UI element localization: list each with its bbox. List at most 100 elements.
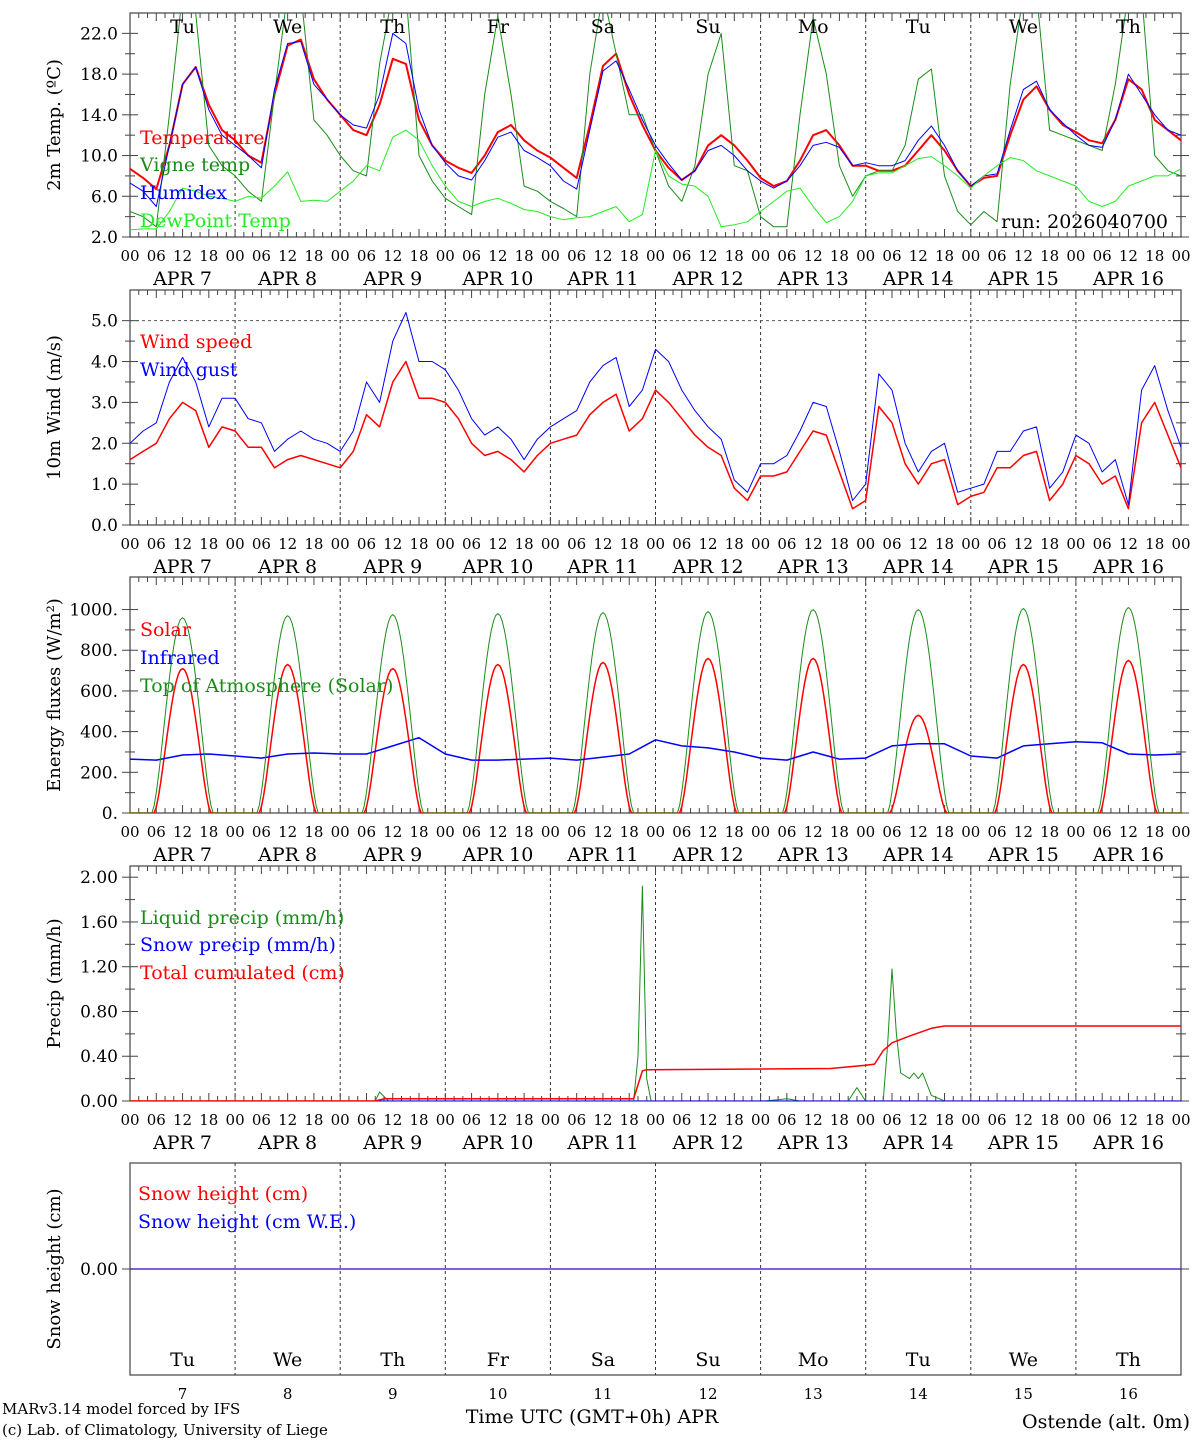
hour-tick-label: 18 <box>1040 823 1059 841</box>
hour-tick-label: 18 <box>830 535 849 553</box>
hour-tick-label: 12 <box>173 1111 192 1129</box>
hour-tick-label: 00 <box>541 535 560 553</box>
date-label: APR 13 <box>777 1132 849 1154</box>
y-tick-label: 22.0 <box>80 24 118 44</box>
hour-tick-label: 00 <box>961 535 980 553</box>
day-number: 11 <box>593 1385 612 1403</box>
weekday-label: Mo <box>798 1349 829 1371</box>
hour-tick-label: 18 <box>725 823 744 841</box>
legend-entry: Humidex <box>140 182 227 204</box>
series-line-infrared <box>130 736 1181 761</box>
date-label: APR 16 <box>1092 844 1164 866</box>
date-label: APR 9 <box>362 1132 422 1154</box>
x-axis-title: Time UTC (GMT+0h) APR <box>466 1406 719 1428</box>
date-label: APR 12 <box>672 1132 744 1154</box>
hour-tick-label: 06 <box>882 247 901 265</box>
weekday-label: We <box>1009 16 1038 38</box>
series-line-dewpoint-temp <box>130 129 1181 231</box>
hour-tick-label: 18 <box>935 823 954 841</box>
y-axis-title: Precip (mm/h) <box>44 918 65 1048</box>
y-tick-label: 1.60 <box>80 913 118 933</box>
weekday-label: Th <box>380 1349 405 1371</box>
weekday-label: Fr <box>487 1349 510 1371</box>
hour-tick-label: 12 <box>173 823 192 841</box>
hour-tick-label: 18 <box>725 247 744 265</box>
hour-tick-label: 18 <box>1145 823 1164 841</box>
hour-tick-label: 00 <box>751 535 770 553</box>
hour-tick-label: 12 <box>804 823 823 841</box>
hour-tick-label: 06 <box>988 535 1007 553</box>
hour-tick-label: 06 <box>357 247 376 265</box>
hour-tick-label: 18 <box>409 247 428 265</box>
weekday-label: We <box>273 16 302 38</box>
legend-entry: Infrared <box>140 647 220 669</box>
hour-tick-label: 00 <box>646 247 665 265</box>
hour-tick-label: 06 <box>1093 535 1112 553</box>
day-number: 10 <box>488 1385 507 1403</box>
hour-tick-label: 00 <box>120 535 139 553</box>
legend-entry: Snow height (cm) <box>138 1183 308 1205</box>
weekday-label: Tu <box>906 16 931 38</box>
hour-tick-label: 00 <box>226 535 245 553</box>
hour-tick-label: 00 <box>120 1111 139 1129</box>
hour-tick-label: 00 <box>961 247 980 265</box>
hour-tick-label: 00 <box>646 535 665 553</box>
hour-tick-label: 00 <box>1066 1111 1085 1129</box>
hour-tick-label: 12 <box>383 823 402 841</box>
hour-tick-label: 00 <box>1171 535 1190 553</box>
y-tick-label: 6.0 <box>91 187 118 207</box>
y-tick-label: 3.0 <box>91 393 118 413</box>
weekday-label: Mo <box>798 16 829 38</box>
hour-tick-label: 18 <box>515 247 534 265</box>
series-line-humidex <box>130 32 1181 207</box>
hour-tick-label: 18 <box>304 247 323 265</box>
hour-tick-label: 06 <box>252 823 271 841</box>
hour-tick-label: 00 <box>751 247 770 265</box>
date-label: APR 12 <box>672 556 744 578</box>
hour-tick-label: 00 <box>1066 535 1085 553</box>
hour-tick-label: 00 <box>436 247 455 265</box>
hour-tick-label: 12 <box>173 535 192 553</box>
legend-entry: Vigne temp <box>139 154 250 176</box>
hour-tick-label: 12 <box>278 823 297 841</box>
hour-tick-label: 12 <box>909 823 928 841</box>
hour-tick-label: 12 <box>1119 1111 1138 1129</box>
hour-tick-label: 00 <box>331 823 350 841</box>
hour-tick-label: 12 <box>1014 1111 1033 1129</box>
hour-tick-label: 00 <box>1066 247 1085 265</box>
hour-tick-label: 12 <box>909 247 928 265</box>
hour-tick-label: 06 <box>1093 247 1112 265</box>
hour-tick-label: 06 <box>882 823 901 841</box>
hour-tick-label: 06 <box>567 1111 586 1129</box>
panel-2: 00 06 12 18 APR 7 00 06 12 18 APR 8 00 06 12 18 APR 9 0… <box>44 289 1191 578</box>
hour-tick-label: 12 <box>699 1111 718 1129</box>
hour-tick-label: 18 <box>620 247 639 265</box>
hour-tick-label: 12 <box>699 535 718 553</box>
date-label: APR 12 <box>672 268 744 290</box>
weekday-label: Tu <box>906 1349 931 1371</box>
hour-tick-label: 06 <box>988 247 1007 265</box>
hour-tick-label: 00 <box>436 1111 455 1129</box>
hour-tick-label: 00 <box>646 823 665 841</box>
hour-tick-label: 18 <box>1145 247 1164 265</box>
date-label: APR 16 <box>1092 268 1164 290</box>
hour-tick-label: 12 <box>173 247 192 265</box>
date-label: APR 8 <box>257 268 317 290</box>
hour-tick-label: 12 <box>383 247 402 265</box>
hour-tick-label: 12 <box>593 535 612 553</box>
panel-1: 00 06 12 18 APR 7 00 06 12 18 APR 8 00 06 12 18 APR 9 0… <box>44 12 1191 290</box>
y-tick-label: 0.00 <box>80 1260 118 1280</box>
hour-tick-label: 18 <box>1145 535 1164 553</box>
y-tick-label: 0.00 <box>80 1092 118 1112</box>
series-group <box>130 885 1181 1101</box>
date-label: APR 14 <box>882 844 954 866</box>
hour-tick-label: 06 <box>462 823 481 841</box>
y-tick-label: 1.20 <box>80 958 118 978</box>
hour-tick-label: 12 <box>1119 823 1138 841</box>
day-number: 14 <box>909 1385 928 1403</box>
hour-tick-label: 12 <box>1014 535 1033 553</box>
y-axis-title: 10m Wind (m/s) <box>44 335 65 480</box>
hour-tick-label: 18 <box>1040 1111 1059 1129</box>
hour-tick-label: 00 <box>856 1111 875 1129</box>
